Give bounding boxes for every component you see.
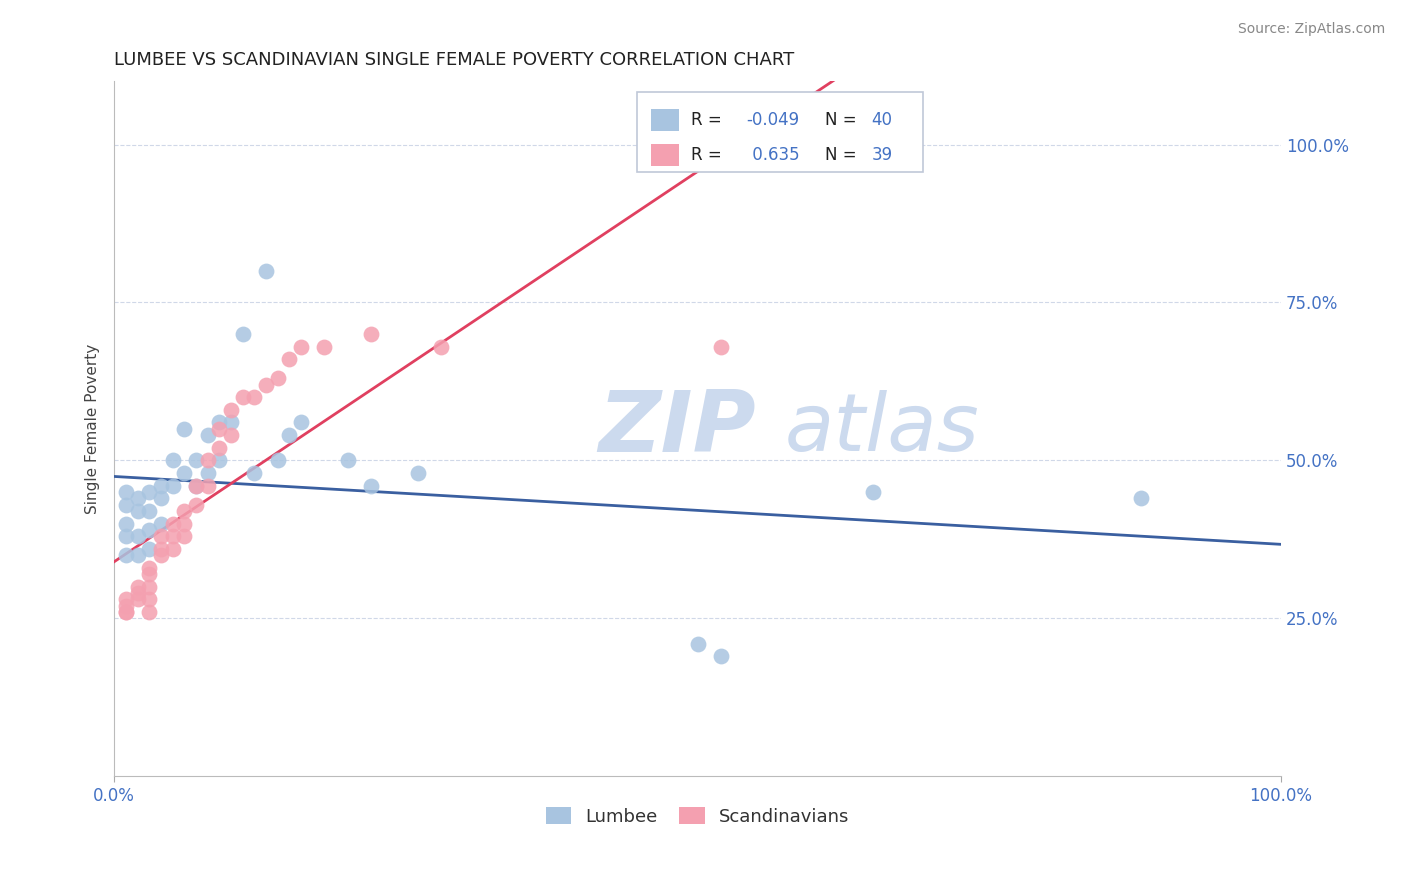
Text: 40: 40 [872,112,893,129]
Point [208,422,231,436]
Point [149,548,172,562]
Point [197,453,219,467]
Point [127,504,149,518]
Point [219,402,242,417]
Point [149,529,172,543]
Text: -0.049: -0.049 [747,112,800,129]
Point [138,592,160,607]
Point [138,567,160,582]
Point [208,453,231,467]
Point [127,592,149,607]
Text: LUMBEE VS SCANDINAVIAN SINGLE FEMALE POVERTY CORRELATION CHART: LUMBEE VS SCANDINAVIAN SINGLE FEMALE POV… [114,51,794,69]
Point [314,340,336,354]
Point [197,428,219,442]
FancyBboxPatch shape [651,109,679,131]
Point [162,529,184,543]
Point [138,605,160,619]
Text: Source: ZipAtlas.com: Source: ZipAtlas.com [1237,22,1385,37]
Point [336,453,359,467]
Text: N =: N = [825,112,856,129]
Point [138,504,160,518]
Point [115,516,138,531]
Point [173,529,195,543]
Point [184,498,207,512]
Point [138,523,160,537]
Text: R =: R = [690,146,721,164]
Text: R =: R = [690,112,721,129]
Point [115,529,138,543]
Point [254,377,277,392]
Point [138,580,160,594]
Point [406,466,429,480]
Point [115,548,138,562]
Point [1129,491,1152,506]
Point [360,326,382,341]
Point [208,416,231,430]
Point [115,484,138,499]
Point [197,466,219,480]
Point [278,352,301,367]
Text: atlas: atlas [785,390,980,467]
Point [254,264,277,278]
Point [243,390,266,404]
Point [219,428,242,442]
Point [149,491,172,506]
Point [173,504,195,518]
Point [360,478,382,492]
Point [266,453,288,467]
Point [115,592,138,607]
Point [266,371,288,385]
Point [243,466,266,480]
Point [430,340,453,354]
Text: N =: N = [825,146,856,164]
Point [219,416,242,430]
Point [197,478,219,492]
Point [127,529,149,543]
Point [290,340,312,354]
Point [162,478,184,492]
FancyBboxPatch shape [637,92,922,171]
Point [278,428,301,442]
Point [184,453,207,467]
Point [127,580,149,594]
Point [162,541,184,556]
Point [138,560,160,574]
Point [862,484,884,499]
Point [149,478,172,492]
Y-axis label: Single Female Poverty: Single Female Poverty [86,343,100,514]
Point [686,636,709,650]
Point [127,586,149,600]
Point [231,326,253,341]
Point [173,422,195,436]
Point [127,548,149,562]
FancyBboxPatch shape [651,144,679,166]
Text: ZIP: ZIP [599,387,756,470]
Point [115,599,138,613]
Text: 0.635: 0.635 [747,146,799,164]
Point [184,478,207,492]
Point [173,466,195,480]
Point [710,649,733,664]
Point [149,541,172,556]
Point [115,605,138,619]
Text: 39: 39 [872,146,893,164]
Point [149,516,172,531]
Point [115,605,138,619]
Point [162,453,184,467]
Point [290,416,312,430]
Point [138,541,160,556]
Point [115,498,138,512]
Point [127,491,149,506]
Point [138,484,160,499]
Legend: Lumbee, Scandinavians: Lumbee, Scandinavians [538,800,856,833]
Point [162,516,184,531]
Point [184,478,207,492]
Point [710,340,733,354]
Point [208,441,231,455]
Point [231,390,253,404]
Point [173,516,195,531]
